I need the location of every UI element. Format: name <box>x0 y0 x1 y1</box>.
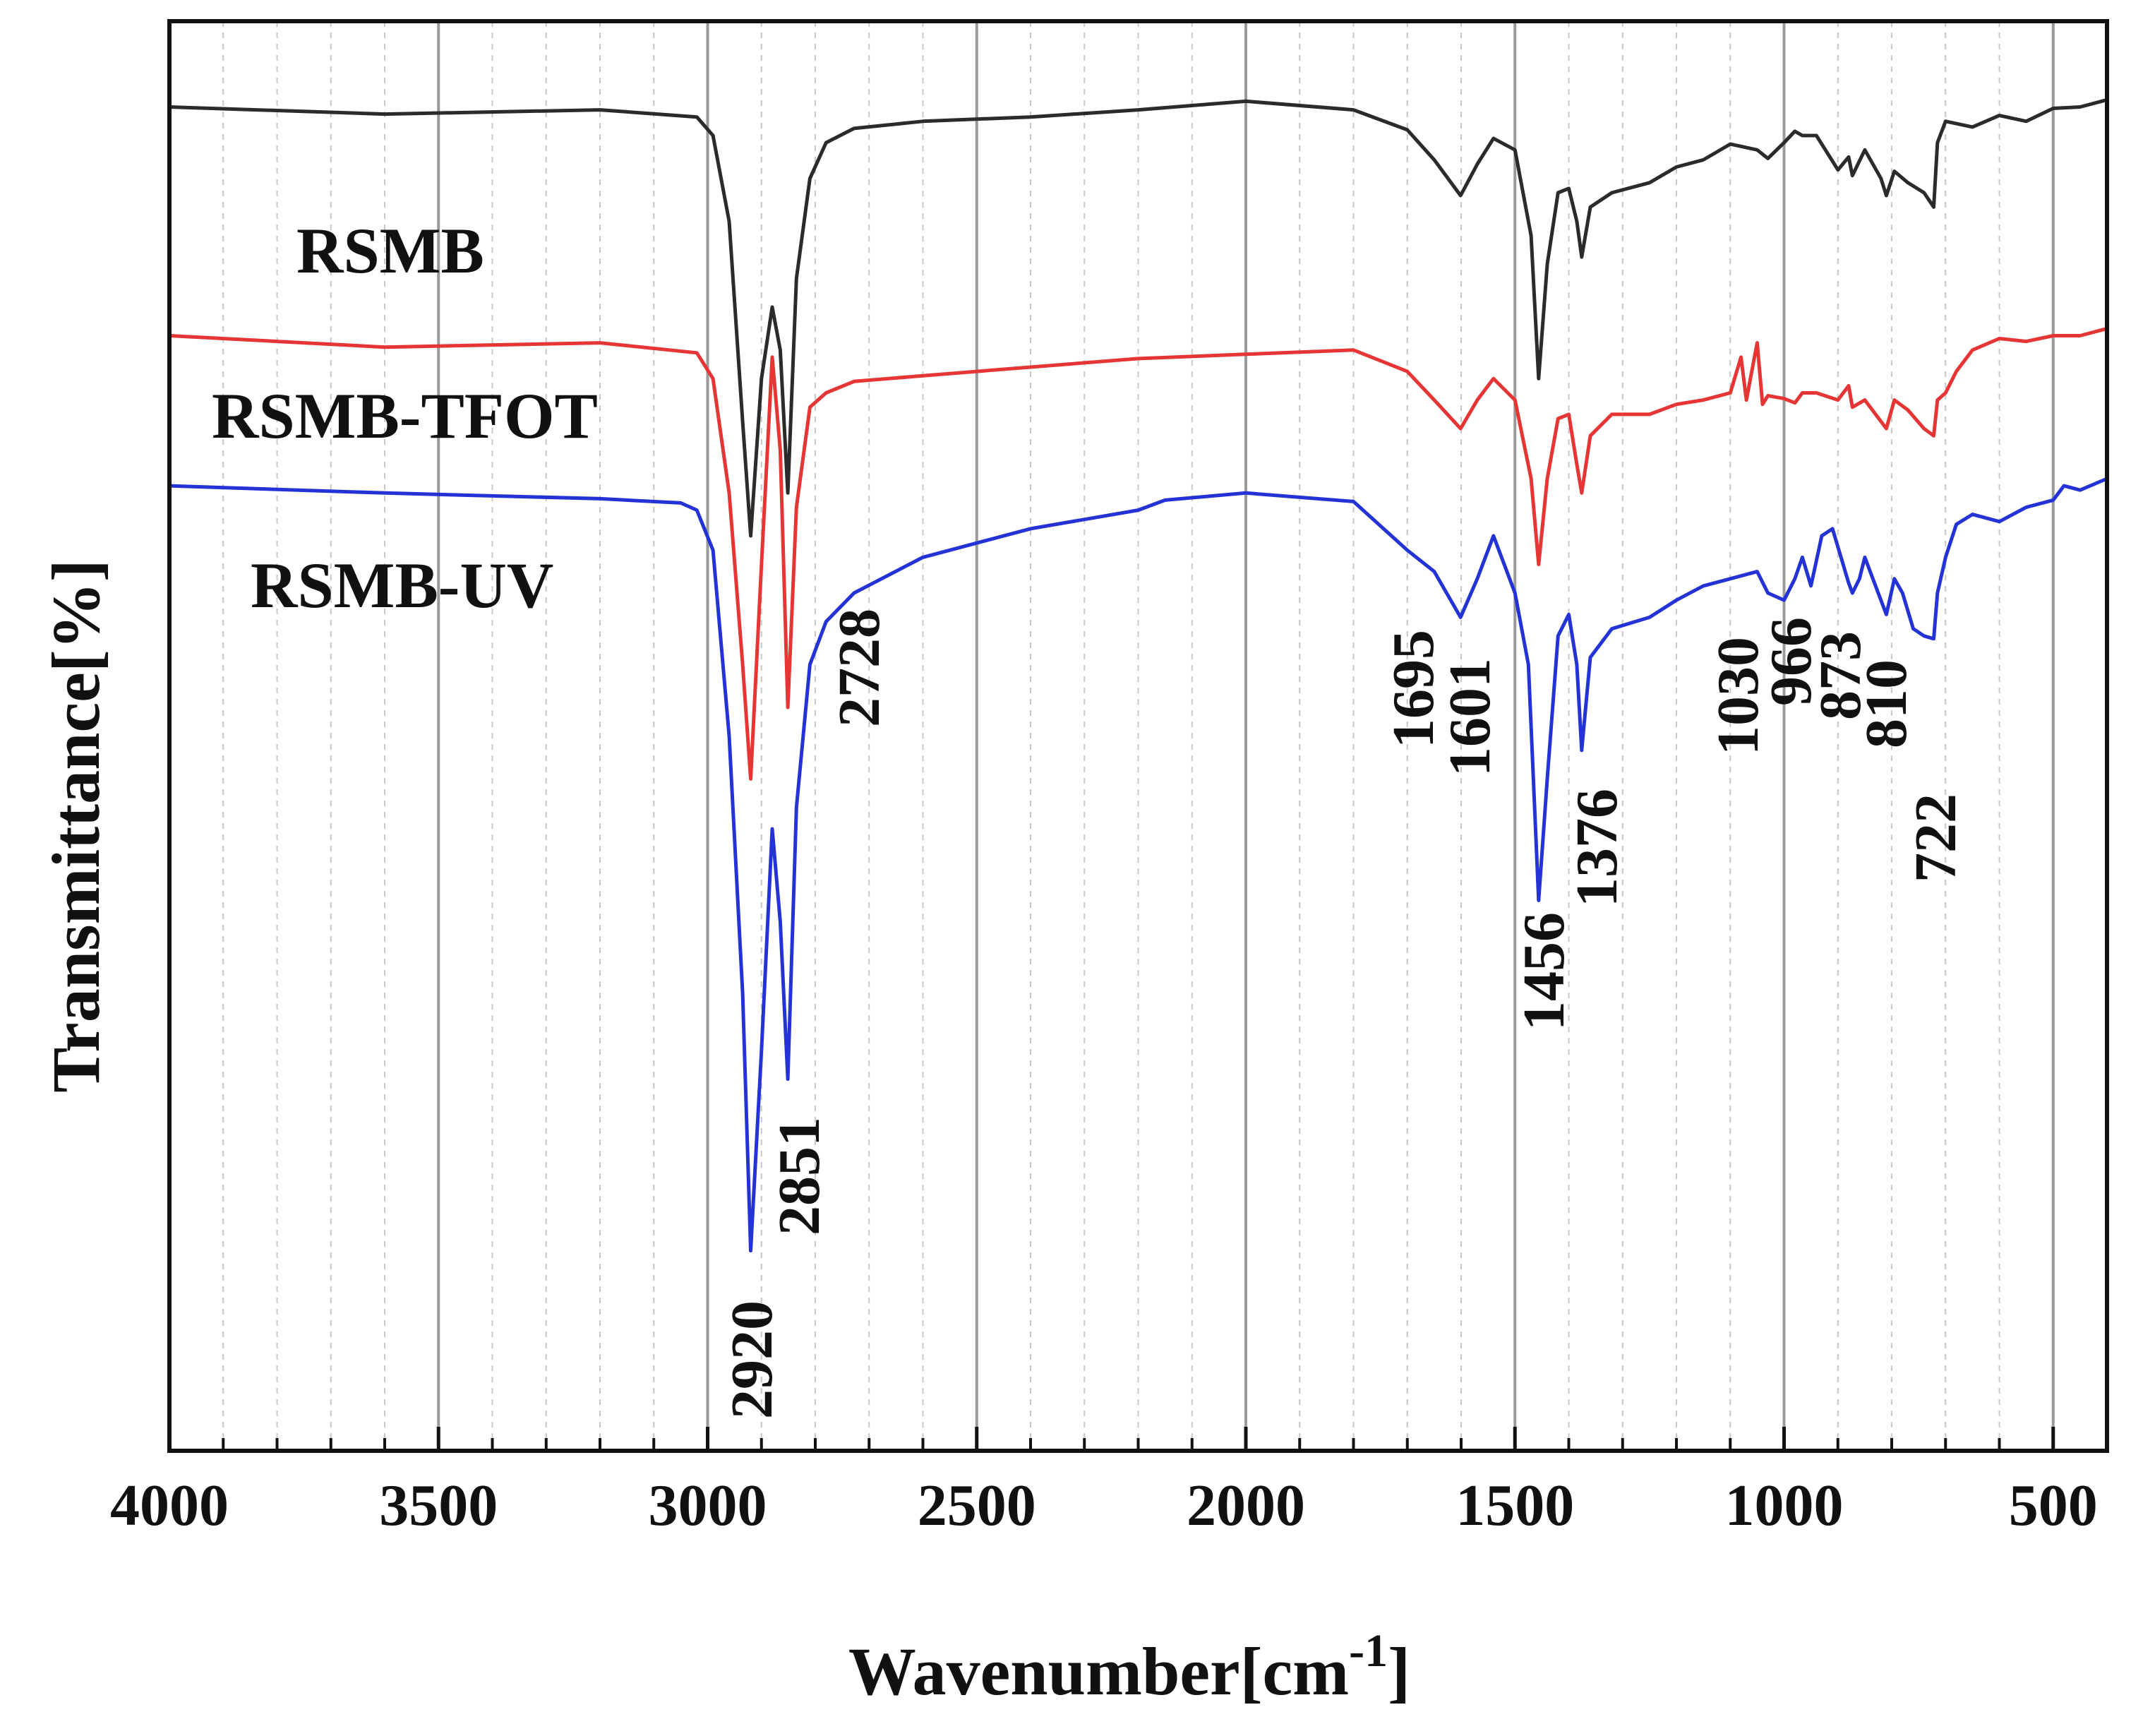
x-axis-ticks: 4000 3500 3000 2500 2000 1500 1000 500 <box>110 1427 2108 1538</box>
peak-label-873: 873 <box>1808 631 1873 720</box>
series-line-rsmb <box>167 97 2109 538</box>
x-axis-label-main: Wavenumber[cm <box>848 1634 1349 1709</box>
x-tick-label: 1500 <box>1455 1473 1574 1538</box>
peak-label-722: 722 <box>1903 794 1969 882</box>
x-tick-label: 500 <box>2009 1473 2098 1538</box>
peak-label-1695: 1695 <box>1381 630 1446 748</box>
series-line-rsmb-uv <box>167 477 2109 1252</box>
series-label-rsmb: RSMB <box>296 215 484 287</box>
peak-label-1601: 1601 <box>1437 658 1503 777</box>
x-tick-label: 4000 <box>110 1473 229 1538</box>
peak-label-1376: 1376 <box>1564 789 1630 907</box>
x-tick-label: 2500 <box>918 1473 1036 1538</box>
spectrum-series <box>167 97 2109 1252</box>
peak-label-2920: 2920 <box>719 1300 785 1419</box>
y-axis-label: Transmittance[%] <box>38 559 114 1092</box>
x-tick-label: 2000 <box>1187 1473 1305 1538</box>
x-tick-label: 1000 <box>1725 1473 1844 1538</box>
peak-label-1456: 1456 <box>1511 912 1577 1031</box>
series-line-rsmb-tfot <box>167 326 2109 781</box>
series-label-rsmb-uv: RSMB-UV <box>251 549 553 621</box>
x-axis-label: Wavenumber[cm-1] <box>848 1625 1410 1709</box>
x-axis-label-close: ] <box>1388 1634 1410 1709</box>
peak-label-2728: 2728 <box>827 609 892 727</box>
x-tick-label: 3500 <box>379 1473 498 1538</box>
peak-label-1030: 1030 <box>1705 637 1771 755</box>
x-axis-label-superscript: -1 <box>1349 1625 1388 1677</box>
peak-label-966: 966 <box>1758 617 1824 706</box>
peak-label-810: 810 <box>1854 659 1919 748</box>
peak-label-2851: 2851 <box>767 1117 832 1235</box>
peak-labels: 2920 2851 2728 1695 1601 1456 1376 1030 … <box>719 609 1969 1419</box>
grid-lines <box>222 21 2055 1451</box>
x-tick-label: 3000 <box>649 1473 767 1538</box>
series-label-rsmb-tfot: RSMB-TFOT <box>212 380 598 452</box>
